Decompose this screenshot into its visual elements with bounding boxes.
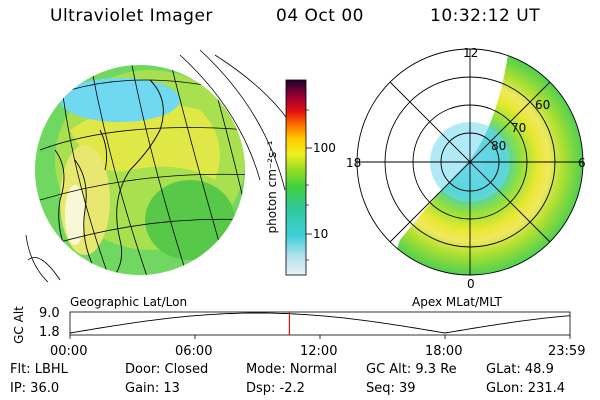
status-ip: IP: 36.0 [10, 381, 60, 396]
status-dsp: Dsp: -2.2 [246, 381, 305, 396]
status-gain: Gain: 13 [125, 381, 180, 396]
colorbar [285, 79, 312, 276]
status-glat: GLat: 48.9 [486, 362, 554, 377]
mlt-label-18: 18 [346, 156, 362, 170]
timeline-ymin: 1.8 [39, 325, 60, 340]
timeline-tick-2359: 23:59 [548, 344, 586, 359]
status-door: Door: Closed [125, 362, 209, 377]
colorbar-tick-100: 100 [313, 141, 336, 155]
right-panel-caption: Apex MLat/MLT [412, 295, 502, 309]
mlt-label-0: 0 [467, 277, 475, 291]
mlt-label-12: 12 [463, 46, 479, 60]
image-time: 10:32:12 UT [430, 6, 541, 26]
left-panel-caption: Geographic Lat/Lon [70, 295, 188, 309]
status-flt: Flt: LBHL [10, 362, 68, 377]
timeline-ymax: 9.0 [39, 306, 60, 321]
status-mode: Mode: Normal [246, 362, 337, 377]
timeline-tick-1800: 18:00 [425, 344, 463, 359]
mlat-label-70: 70 [511, 121, 527, 135]
status-seq: Seq: 39 [366, 381, 416, 396]
image-date: 04 Oct 00 [276, 6, 364, 26]
mlat-label-80: 80 [491, 139, 507, 153]
timeline-tick-0600: 06:00 [175, 344, 213, 359]
altitude-timeline [69, 311, 571, 339]
altitude-curve [69, 312, 571, 334]
colorbar-tick-10: 10 [313, 227, 329, 241]
timeline-tick-1200: 12:00 [300, 344, 338, 359]
status-glon: GLon: 231.4 [486, 381, 566, 396]
mlt-label-6: 6 [578, 156, 586, 170]
app-title: Ultraviolet Imager [50, 6, 213, 26]
mlat-label-60: 60 [535, 98, 551, 112]
timeline-axis-label: GC Alt [12, 306, 26, 344]
geographic-earth-image [25, 49, 296, 283]
colorbar-unit-label: photon cm⁻²s⁻¹ [265, 140, 279, 234]
polar-mlat-mlt-plot [356, 48, 584, 276]
status-gc-alt: GC Alt: 9.3 Re [366, 362, 457, 377]
timeline-tick-0000: 00:00 [50, 344, 88, 359]
